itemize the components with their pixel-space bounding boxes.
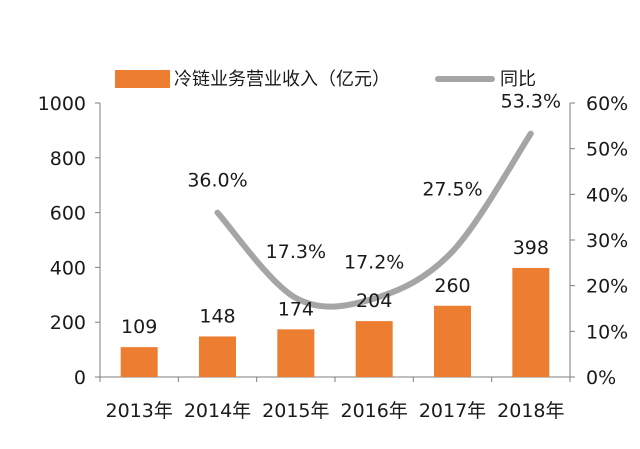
legend-bar-label: 冷链业务营业收入（亿元） [174, 69, 390, 90]
line-value-label: 36.0% [187, 170, 247, 192]
axes: 0 200 400 600 800 1000 0% 10% 20% 30% 40% 50% 60% 201… [38, 93, 629, 422]
y-tick-label: 600 [50, 203, 86, 225]
bar-value-label: 204 [356, 290, 392, 312]
x-tick-label: 2014年 [184, 400, 251, 422]
y2-tick-label: 20% [586, 276, 628, 298]
legend-bar-swatch [115, 70, 170, 88]
bar-value-label: 148 [199, 305, 235, 327]
x-tick-label: 2015年 [262, 400, 329, 422]
y2-tick-label: 0% [586, 367, 616, 389]
bar-value-label: 260 [434, 275, 470, 297]
x-tick-label: 2017年 [419, 400, 486, 422]
x-tick-label: 2013年 [105, 400, 172, 422]
yoy-line [214, 130, 534, 310]
bar [355, 321, 393, 377]
line-value-label: 17.3% [266, 241, 326, 263]
bar [434, 305, 471, 377]
y-tick-label: 1000 [38, 93, 86, 115]
legend: 冷链业务营业收入（亿元） 同比 [115, 69, 536, 90]
y-tick-label: 200 [50, 312, 86, 334]
x-tick-label: 2016年 [340, 400, 407, 422]
y2-tick-label: 50% [586, 139, 628, 161]
line-value-label: 17.2% [344, 251, 404, 273]
y-tick-label: 400 [50, 257, 86, 279]
line-value-label: 27.5% [422, 178, 482, 200]
bar [120, 347, 158, 377]
line-value-label: 53.3% [501, 91, 561, 113]
bar [512, 267, 550, 377]
bar-value-label: 174 [278, 298, 314, 320]
bar [199, 336, 236, 377]
y2-tick-label: 10% [586, 321, 628, 343]
x-tick-label: 2018年 [497, 400, 564, 422]
y-tick-label: 800 [50, 148, 86, 170]
data-labels: 109 148 174 204 260 398 36.0% 17.3% 17.2% 27.5% 53… [121, 91, 561, 339]
bar-value-label: 109 [121, 316, 157, 338]
bar [277, 329, 315, 377]
y2-tick-label: 30% [586, 230, 628, 252]
y2-tick-label: 60% [586, 93, 628, 115]
line-series [214, 130, 534, 310]
bar-series [120, 267, 550, 377]
bar-value-label: 398 [513, 237, 549, 259]
legend-line-label: 同比 [500, 69, 536, 90]
y2-tick-label: 40% [586, 184, 628, 206]
y-tick-label: 0 [74, 367, 86, 389]
